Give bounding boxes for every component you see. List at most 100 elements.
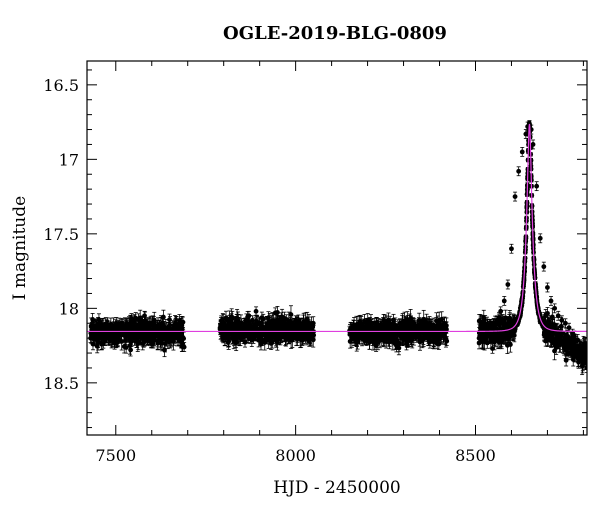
data-point	[138, 329, 143, 346]
data-point	[264, 321, 270, 332]
data-point	[282, 318, 288, 329]
data-point	[537, 233, 543, 244]
data-point	[545, 282, 550, 293]
data-point	[307, 328, 313, 339]
data-point	[425, 330, 431, 346]
data-point	[372, 324, 378, 335]
data-point	[116, 321, 122, 332]
data-point	[224, 315, 230, 326]
data-point	[505, 279, 511, 290]
data-point	[221, 318, 227, 329]
data-point	[296, 321, 302, 332]
data-point	[476, 333, 482, 344]
data-point	[131, 315, 137, 326]
data-point	[392, 337, 398, 351]
data-point	[480, 330, 486, 341]
data-point	[178, 336, 183, 346]
axis-tick-labels: 7500 8000 8500 16.5 17 17.5 18 18.5	[43, 76, 495, 465]
data-point	[138, 318, 144, 329]
data-point	[569, 336, 575, 351]
y-tick-label: 16.5	[43, 76, 79, 95]
data-point	[563, 336, 569, 356]
data-point	[252, 322, 258, 334]
data-point	[548, 296, 554, 306]
data-point	[498, 306, 504, 317]
data-point	[142, 310, 147, 321]
data-point	[160, 309, 166, 325]
data-point	[559, 315, 565, 326]
data-point	[501, 315, 507, 327]
data-point	[508, 319, 514, 330]
data-point	[487, 324, 493, 335]
data-point	[408, 315, 414, 326]
data-point	[357, 328, 363, 339]
data-point	[519, 147, 525, 157]
data-point	[271, 318, 277, 329]
data-point	[135, 335, 141, 352]
data-point	[370, 332, 376, 351]
plot-frame	[86, 60, 588, 436]
y-tick-label: 18.5	[43, 374, 79, 393]
data-point	[386, 330, 392, 341]
data-point	[253, 306, 259, 317]
data-point	[272, 326, 277, 342]
data-point	[417, 334, 423, 347]
data-point	[552, 303, 558, 314]
data-point	[509, 243, 514, 254]
data-point	[275, 321, 281, 332]
data-point	[289, 318, 295, 329]
data-point	[311, 330, 317, 341]
data-point	[556, 329, 561, 342]
y-axis-label: I magnitude	[10, 196, 30, 300]
data-point	[229, 310, 235, 326]
data-point	[128, 343, 133, 357]
data-point	[583, 348, 587, 359]
data-point	[299, 334, 305, 346]
data-point	[124, 318, 129, 329]
data-point	[102, 328, 108, 339]
data-point	[534, 181, 540, 192]
data-point	[512, 191, 518, 202]
x-tick-label: 8500	[455, 446, 496, 465]
data-point	[300, 322, 306, 333]
data-point	[228, 321, 234, 332]
data-point	[134, 322, 140, 333]
data-point	[286, 324, 291, 335]
data-point	[361, 322, 367, 333]
data-point	[91, 330, 97, 341]
data-point	[523, 129, 529, 139]
data-point	[401, 321, 406, 332]
data-point	[404, 322, 410, 333]
data-point	[161, 327, 167, 341]
data-point	[149, 318, 155, 329]
data-point	[177, 314, 182, 328]
data-point	[275, 306, 280, 319]
data-point	[170, 328, 176, 339]
data-point	[555, 310, 561, 321]
data-point	[144, 334, 150, 346]
data-point	[379, 321, 385, 332]
data-point	[581, 357, 586, 367]
data-point	[160, 318, 165, 329]
data-point	[516, 166, 522, 177]
data-point	[250, 315, 255, 326]
data-point	[113, 324, 119, 335]
data-point	[440, 330, 446, 341]
data-point	[233, 331, 239, 349]
data-point	[260, 313, 266, 324]
model-curve	[87, 123, 587, 333]
y-tick-label: 18	[59, 299, 79, 318]
y-tick-label: 17.5	[43, 225, 79, 244]
data-point	[433, 328, 439, 339]
data-point	[429, 322, 435, 333]
data-point	[573, 336, 579, 346]
data-point	[123, 341, 129, 354]
data-point	[397, 318, 403, 329]
x-tick-label: 7500	[95, 446, 136, 465]
data-point	[257, 318, 263, 329]
x-tick-label: 8000	[275, 446, 316, 465]
data-point	[106, 322, 111, 333]
data-point	[502, 325, 508, 345]
data-point	[434, 312, 439, 330]
data-point	[437, 333, 442, 344]
